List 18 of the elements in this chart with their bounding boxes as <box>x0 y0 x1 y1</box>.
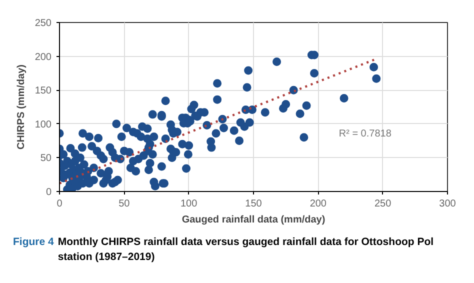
y-tick-label: 200 <box>34 52 52 63</box>
x-tick-label: 250 <box>374 198 392 210</box>
x-tick-label: 100 <box>180 198 198 210</box>
y-axis-title: CHIRPS (mm/day) <box>16 64 27 150</box>
y-tick-label: 150 <box>34 86 52 97</box>
y-tick-label: 250 <box>34 18 52 29</box>
x-tick-label: 150 <box>245 198 262 210</box>
x-tick-label: 200 <box>310 198 327 210</box>
text: Monthly CHIRPS rainfall data versus gauged rainfall data for Ottoshoop Pol station (1987–2019) <box>58 235 435 265</box>
annotation: R² = 0.7818 <box>338 128 392 140</box>
y-tick-label: 50 <box>40 153 52 164</box>
caption: Figure 4 <box>13 235 54 250</box>
x-tick-label: 0 <box>56 198 63 210</box>
y-tick-label: 100 <box>34 119 52 130</box>
y-tick-label: 0 <box>46 187 52 198</box>
x-tick-label: 50 <box>118 198 130 210</box>
x-axis-title: Gauged rainfall data (mm/day) <box>182 214 326 226</box>
x-tick-label: 300 <box>439 198 456 210</box>
